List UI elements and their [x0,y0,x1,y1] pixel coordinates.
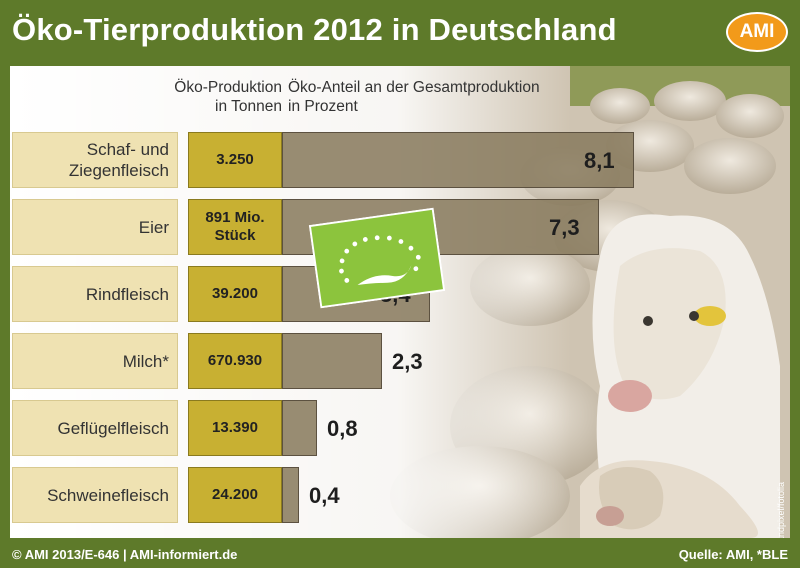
share-value-label: 8,1 [584,148,615,173]
category-label: Schweinefleisch [12,467,178,523]
production-value: 13.390 [188,400,282,456]
production-value-text: 670.930 [207,352,263,369]
production-value: 670.930 [188,333,282,389]
eu-organic-leaf-icon [308,207,446,309]
category-label-text: Schaf- und Ziegenfleisch [68,140,169,180]
production-value-text: 39.200 [212,285,258,302]
category-label-text: Schweinefleisch [47,485,169,505]
production-value: 891 Mio. Stück [188,199,282,255]
category-label: Rindfleisch [12,266,178,322]
production-value: 3.250 [188,132,282,188]
production-value: 24.200 [188,467,282,523]
production-value: 39.200 [188,266,282,322]
share-header-unit: in Prozent [288,98,358,115]
share-bar [282,333,382,389]
photo-credit: Foto: Landpixel/fotolia [776,482,786,538]
share-bar [282,132,634,188]
production-value-text: 13.390 [212,419,258,436]
footer-source: Quelle: AMI, *BLE [678,547,788,562]
production-value-text: 3.250 [216,151,254,168]
category-label-text: Milch* [122,351,169,371]
production-header-unit: in Tonnen [215,98,282,115]
production-header-label: Öko-Produktion [174,79,282,96]
page-title: Öko-Tierproduktion 2012 in Deutschland [12,12,617,47]
production-value-text: 24.200 [212,486,258,503]
category-label: Geflügelfleisch [12,400,178,456]
category-label-text: Rindfleisch [85,284,169,304]
share-header-label: Öko-Anteil an der Gesamtproduktion [288,79,540,96]
footer-copyright: © AMI 2013/E-646 | AMI-informiert.de [12,547,238,562]
share-value-label: 0,4 [309,483,340,508]
share-value-label: 7,3 [549,215,580,240]
category-label: Schaf- und Ziegenfleisch [12,132,178,188]
share-bar [282,467,299,523]
ami-logo-text: AMI [739,21,775,42]
ami-logo: AMI [726,12,788,52]
category-label: Milch* [12,333,178,389]
category-label-text: Eier [138,217,169,237]
chart-panel: Öko-Produktion in Tonnen Öko-Anteil an d… [10,66,790,538]
share-bar [282,400,317,456]
category-label: Eier [12,199,178,255]
share-column-header: Öko-Anteil an der Gesamtproduktion in Pr… [288,78,540,116]
production-value-text: 891 Mio. Stück [205,209,265,244]
production-column-header: Öko-Produktion in Tonnen [174,78,282,116]
category-label-text: Geflügelfleisch [57,418,169,438]
share-value-label: 0,8 [327,416,358,441]
share-value-label: 2,3 [392,349,423,374]
header: Öko-Tierproduktion 2012 in Deutschland A… [0,0,800,62]
